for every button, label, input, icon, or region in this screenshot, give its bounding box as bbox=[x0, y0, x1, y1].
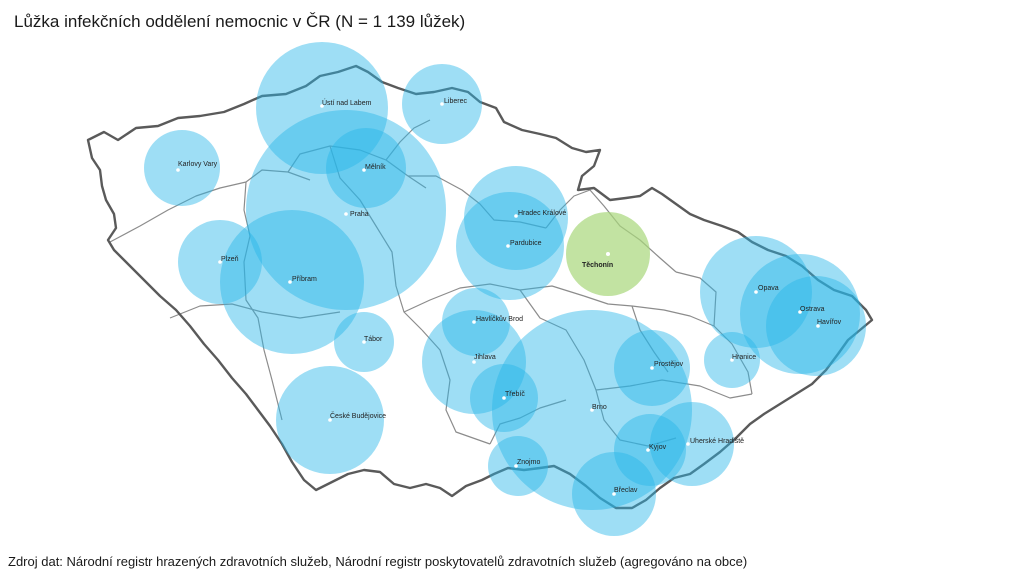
dot-brno bbox=[590, 408, 594, 412]
dot-hradec-kralove bbox=[514, 214, 518, 218]
city-label-havlickuv-brod: Havlíčkův Brod bbox=[476, 315, 523, 323]
city-label-plzen: Plzeň bbox=[221, 256, 239, 263]
city-label-usti-nad-labem: Ústí nad Labem bbox=[322, 98, 372, 107]
dot-kyjov bbox=[646, 448, 650, 452]
city-label-hradec-kralove: Hradec Králové bbox=[518, 210, 566, 217]
city-label-znojmo: Znojmo bbox=[517, 459, 540, 466]
city-label-breclav: Břeclav bbox=[614, 487, 638, 494]
city-label-trebic: Třebíč bbox=[505, 391, 525, 398]
dot-opava bbox=[754, 290, 758, 294]
city-labels: Ústí nad Labem Liberec Karlovy Vary Měln… bbox=[178, 98, 842, 494]
dot-ostrava bbox=[798, 310, 802, 314]
dot-liberec bbox=[440, 102, 444, 106]
bubble-pardubice bbox=[456, 192, 564, 300]
map-title: Lůžka infekčních oddělení nemocnic v ČR … bbox=[14, 12, 466, 31]
city-label-techonin: Těchonín bbox=[582, 262, 613, 269]
dot-trebic bbox=[502, 396, 506, 400]
dot-praha bbox=[344, 212, 348, 216]
dot-znojmo bbox=[514, 464, 518, 468]
dot-karlovy-vary bbox=[176, 168, 180, 172]
dot-uherske-hradiste bbox=[686, 442, 690, 446]
dot-jihlava bbox=[472, 360, 476, 364]
city-label-ostrava: Ostrava bbox=[800, 306, 825, 313]
city-label-praha: Praha bbox=[350, 211, 369, 218]
dot-tabor bbox=[362, 340, 366, 344]
city-label-brno: Brno bbox=[592, 404, 607, 411]
dot-breclav bbox=[612, 492, 616, 496]
dot-havirov bbox=[816, 324, 820, 328]
dot-melnik bbox=[362, 168, 366, 172]
city-label-opava: Opava bbox=[758, 285, 779, 292]
city-label-hranice: Hranice bbox=[732, 354, 756, 361]
bubble-melnik bbox=[326, 128, 406, 208]
city-label-prostejov: Prostějov bbox=[654, 361, 684, 368]
city-label-liberec: Liberec bbox=[444, 98, 467, 105]
bubble-usti-nad-labem bbox=[256, 42, 388, 174]
city-label-ceske-budejovice: České Budějovice bbox=[330, 411, 386, 420]
dot-pribram bbox=[288, 280, 292, 284]
bubble-znojmo bbox=[488, 436, 548, 496]
bubble-havlickuv-brod bbox=[442, 288, 510, 356]
city-label-karlovy-vary: Karlovy Vary bbox=[178, 161, 218, 168]
bubble-karlovy-vary bbox=[144, 130, 220, 206]
dot-havlickuv-brod bbox=[472, 320, 476, 324]
city-label-melnik: Mělník bbox=[365, 164, 386, 171]
bubble-ostrava bbox=[740, 254, 860, 374]
bubble-kyjov bbox=[614, 414, 686, 486]
bubble-havirov bbox=[766, 276, 866, 376]
city-label-havirov: Havířov bbox=[817, 319, 842, 326]
bubble-pribram bbox=[220, 210, 364, 354]
city-label-kyjov: Kyjov bbox=[649, 444, 667, 451]
city-label-pribram: Příbram bbox=[292, 276, 317, 283]
dot-usti-nad-labem bbox=[320, 104, 324, 108]
city-dots bbox=[176, 102, 820, 496]
region-borders bbox=[109, 119, 753, 447]
city-label-uherske-hradiste: Uherské Hradiště bbox=[690, 438, 744, 445]
bubble-hradec-kralove bbox=[464, 166, 568, 270]
bubble-uherske-hradiste bbox=[650, 402, 734, 486]
city-label-tabor: Tábor bbox=[364, 336, 383, 343]
dot-techonin bbox=[606, 252, 610, 256]
dot-plzen bbox=[218, 260, 222, 264]
dot-hranice bbox=[730, 358, 734, 362]
city-label-jihlava: Jihlava bbox=[474, 354, 496, 361]
city-label-pardubice: Pardubice bbox=[510, 240, 542, 247]
data-source-note: Zdroj dat: Národní registr hrazených zdr… bbox=[8, 554, 748, 569]
bubble-praha bbox=[246, 110, 446, 310]
dot-prostejov bbox=[650, 366, 654, 370]
dot-ceske-budejovice bbox=[328, 418, 332, 422]
dot-pardubice bbox=[506, 244, 510, 248]
country-border bbox=[86, 64, 874, 510]
